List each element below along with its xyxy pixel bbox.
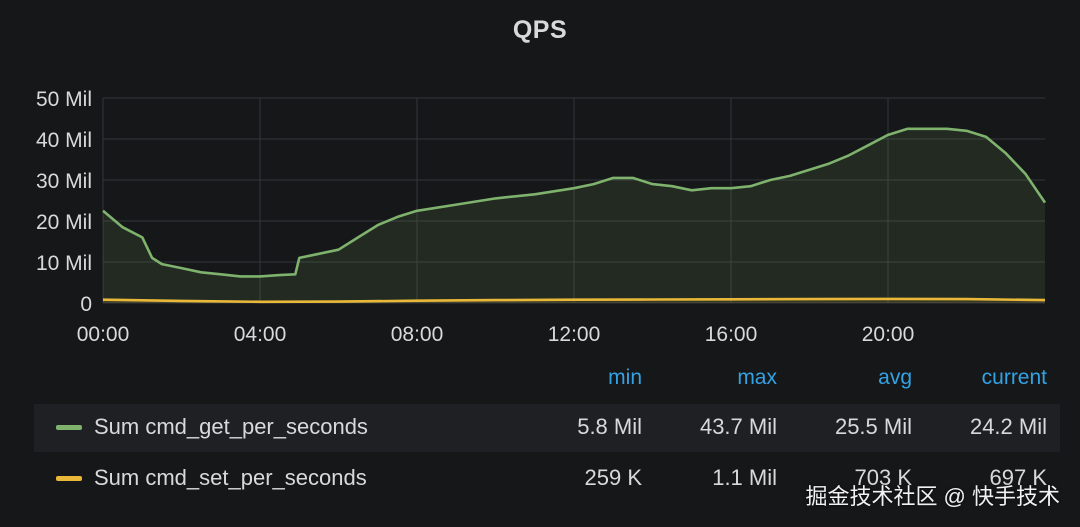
- x-tick-label: 00:00: [77, 323, 130, 346]
- series-area-get: [103, 128, 1045, 303]
- qps-plot: 0 10 Mil 20 Mil 30 Mil 40 Mil 50 Mil 00:00 04:0…: [36, 88, 1047, 346]
- x-tick-label: 20:00: [862, 323, 915, 346]
- y-tick-label: 30 Mil: [36, 170, 92, 193]
- set-current: 697 K: [989, 465, 1048, 490]
- x-tick-label: 04:00: [234, 323, 287, 346]
- watermark-text: 掘金技术社区 @ 快手技术: [805, 484, 1060, 509]
- legend-col-current[interactable]: current: [981, 366, 1047, 389]
- get-max: 43.7 Mil: [699, 414, 777, 439]
- get-min: 5.8 Mil: [577, 414, 642, 439]
- x-tick-label: 16:00: [705, 323, 758, 346]
- y-tick-label: 10 Mil: [36, 252, 92, 275]
- y-tick-label: 20 Mil: [36, 211, 92, 234]
- legend-row-get[interactable]: Sum cmd_get_per_seconds 5.8 Mil 43.7 Mil…: [34, 404, 1060, 452]
- y-tick-label: 40 Mil: [36, 129, 92, 152]
- series-swatch-get: [56, 425, 82, 430]
- set-avg: 703 K: [854, 465, 913, 490]
- series-line-get: [102, 127, 1047, 278]
- legend-row-set[interactable]: Sum cmd_set_per_seconds 259 K 1.1 Mil 70…: [34, 455, 1060, 503]
- series-name-get[interactable]: Sum cmd_get_per_seconds: [94, 414, 368, 439]
- set-min: 259 K: [584, 465, 643, 490]
- get-current: 24.2 Mil: [969, 414, 1047, 439]
- y-tick-label: 0: [80, 293, 92, 316]
- chart-title: QPS: [512, 16, 568, 44]
- set-max: 1.1 Mil: [712, 465, 777, 490]
- series-name-set[interactable]: Sum cmd_set_per_seconds: [94, 465, 367, 490]
- series-swatch-set: [56, 476, 82, 481]
- get-avg: 25.5 Mil: [834, 414, 912, 439]
- series-line-set: [102, 297, 1046, 304]
- x-tick-label: 12:00: [548, 323, 601, 346]
- legend-col-min[interactable]: min: [608, 366, 642, 389]
- y-tick-label: 50 Mil: [36, 88, 92, 111]
- legend-col-avg[interactable]: avg: [878, 366, 912, 389]
- legend-col-max[interactable]: max: [737, 366, 777, 389]
- x-tick-label: 08:00: [391, 323, 444, 346]
